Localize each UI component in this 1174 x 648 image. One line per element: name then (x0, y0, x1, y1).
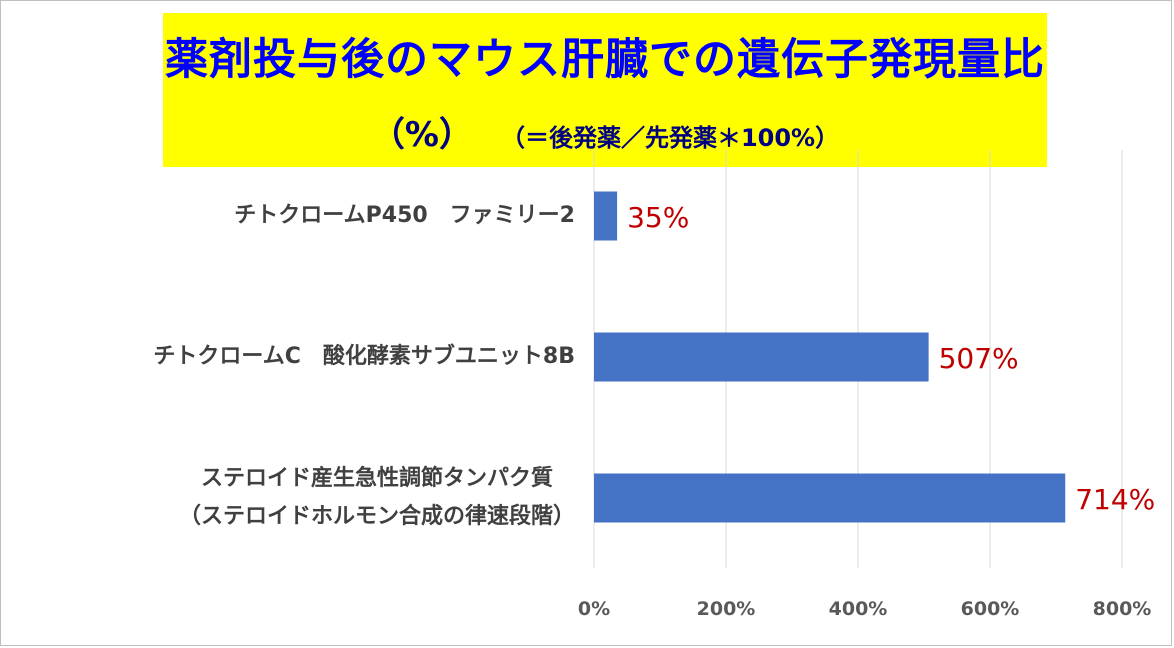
category-label-line: ステロイド産生急性調節タンパク質 (200, 466, 553, 491)
data-label: 507% (939, 342, 1019, 375)
x-tick-label: 400% (829, 598, 888, 620)
data-label: 714% (1075, 483, 1155, 516)
chart-title-box: 薬剤投与後のマウス肝臓での遺伝子発現量比 （%） （＝後発薬／先発薬＊100%） (163, 13, 1047, 167)
x-tick-label: 200% (697, 598, 756, 620)
bar (594, 191, 618, 241)
chart-subtitle: （%） （＝後発薬／先発薬＊100%） (163, 115, 1047, 161)
category-label: チトクロームP450 ファミリー2 (234, 201, 575, 231)
x-tick-label: 0% (578, 598, 610, 620)
bar (594, 332, 929, 382)
category-label: ステロイド産生急性調節タンパク質 （ステロイドホルモン合成の律速段階） (179, 464, 575, 532)
category-label-line: チトクロームP450 ファミリー2 (234, 203, 575, 228)
chart-title: 薬剤投与後のマウス肝臓での遺伝子発現量比 (165, 35, 1045, 85)
category-label: チトクロームC 酸化酵素サブユニット8B (153, 342, 575, 372)
x-tick-label: 600% (961, 598, 1020, 620)
category-label-line: （ステロイドホルモン合成の律速段階） (178, 504, 575, 529)
chart-unit-label: （%） (370, 115, 473, 155)
chart-formula-label: （＝後発薬／先発薬＊100%） (512, 124, 840, 152)
bar (594, 473, 1066, 523)
x-tick-label: 800% (1093, 598, 1152, 620)
data-label: 35% (627, 201, 689, 234)
category-label-line: チトクロームC 酸化酵素サブユニット8B (153, 344, 575, 369)
